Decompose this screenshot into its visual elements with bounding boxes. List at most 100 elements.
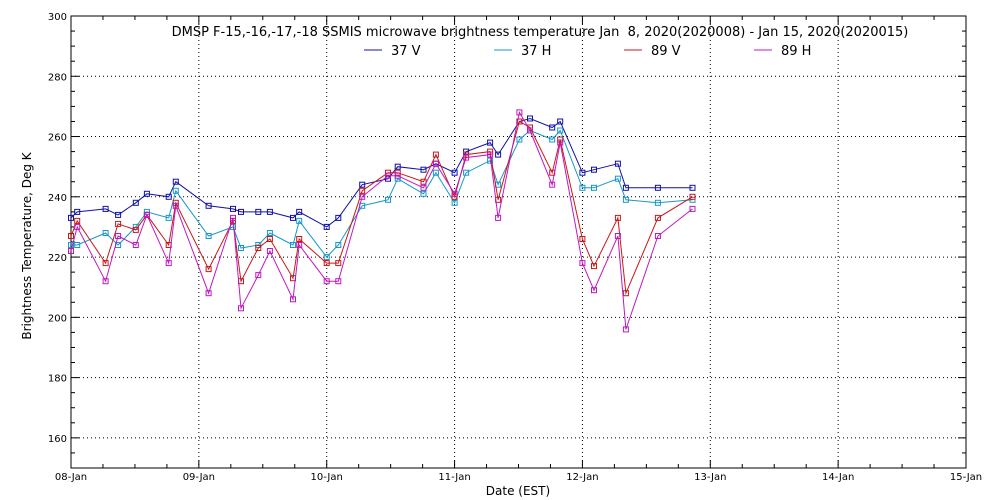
data-point bbox=[290, 296, 296, 303]
data-point bbox=[463, 154, 470, 161]
data-point bbox=[516, 136, 523, 143]
data-point bbox=[689, 205, 696, 212]
legend-label: 89 H bbox=[781, 44, 811, 59]
data-point bbox=[68, 233, 74, 239]
data-point bbox=[323, 223, 330, 230]
y-tick-label: 180 bbox=[48, 374, 67, 385]
data-point bbox=[487, 139, 494, 146]
data-point bbox=[323, 260, 330, 267]
data-point bbox=[516, 109, 523, 116]
x-tick-label: 14-Jan bbox=[822, 472, 854, 483]
data-point bbox=[68, 248, 74, 254]
data-point bbox=[68, 214, 74, 221]
data-point bbox=[68, 242, 74, 248]
series-89-h bbox=[68, 109, 696, 333]
data-point bbox=[495, 151, 502, 158]
data-point bbox=[165, 260, 172, 267]
data-point bbox=[579, 236, 586, 242]
data-point bbox=[296, 242, 303, 248]
data-point bbox=[238, 208, 244, 215]
y-tick-label: 260 bbox=[48, 133, 67, 144]
data-point bbox=[323, 254, 330, 261]
data-point bbox=[143, 211, 150, 218]
data-point bbox=[622, 326, 629, 333]
data-point bbox=[432, 169, 439, 176]
data-point bbox=[622, 290, 629, 297]
data-point bbox=[238, 245, 244, 251]
data-point bbox=[420, 178, 427, 185]
data-point bbox=[420, 190, 427, 197]
legend-label: 37 H bbox=[521, 44, 551, 59]
legend-item: 89 V bbox=[624, 44, 681, 59]
data-point bbox=[385, 172, 391, 179]
data-point bbox=[165, 193, 172, 200]
data-point bbox=[335, 260, 342, 267]
data-point bbox=[230, 214, 236, 221]
data-point bbox=[132, 242, 139, 248]
data-point bbox=[495, 214, 502, 221]
data-point bbox=[549, 181, 556, 188]
data-point bbox=[115, 220, 122, 227]
data-point bbox=[614, 214, 621, 221]
y-axis-label: Brightness Temperature, Deg K bbox=[20, 151, 34, 339]
data-point bbox=[622, 196, 629, 203]
data-point bbox=[557, 139, 564, 146]
axis-ticks bbox=[70, 15, 967, 469]
data-point bbox=[557, 136, 564, 143]
data-point bbox=[557, 127, 564, 134]
data-point bbox=[359, 193, 366, 200]
data-point bbox=[172, 178, 179, 185]
data-point bbox=[143, 190, 150, 197]
data-point bbox=[290, 242, 296, 248]
data-point bbox=[614, 160, 621, 167]
data-point bbox=[557, 118, 564, 125]
data-point bbox=[527, 115, 533, 122]
data-point bbox=[102, 230, 109, 236]
data-point bbox=[591, 184, 597, 191]
data-point bbox=[549, 124, 556, 131]
data-point bbox=[527, 127, 533, 134]
data-point bbox=[74, 242, 81, 248]
data-point bbox=[266, 230, 273, 236]
data-point bbox=[266, 248, 273, 254]
data-point bbox=[290, 214, 296, 221]
x-tick-label: 10-Jan bbox=[311, 472, 343, 483]
x-tick-label: 11-Jan bbox=[438, 472, 470, 483]
data-point bbox=[591, 166, 597, 173]
legend-label: 37 V bbox=[391, 44, 421, 59]
data-point bbox=[432, 151, 439, 158]
data-point bbox=[579, 184, 586, 191]
data-point bbox=[385, 196, 391, 203]
data-point bbox=[255, 272, 262, 279]
chart-title: DMSP F-15,-16,-17,-18 SSMIS microwave br… bbox=[172, 25, 909, 40]
data-point bbox=[102, 278, 109, 285]
x-tick-label: 12-Jan bbox=[566, 472, 598, 483]
data-point bbox=[591, 287, 597, 294]
data-point bbox=[255, 208, 262, 215]
x-tick-label: 08-Jan bbox=[55, 472, 87, 483]
data-point bbox=[323, 278, 330, 285]
data-point bbox=[172, 187, 179, 194]
data-point bbox=[335, 214, 342, 221]
data-point bbox=[614, 233, 621, 239]
data-point bbox=[579, 260, 586, 267]
data-point bbox=[205, 266, 212, 273]
data-point bbox=[296, 217, 303, 224]
data-point bbox=[579, 169, 586, 176]
data-point bbox=[102, 205, 109, 212]
data-point bbox=[451, 190, 458, 197]
data-point bbox=[74, 217, 81, 224]
x-tick-label: 13-Jan bbox=[694, 472, 726, 483]
data-point bbox=[432, 160, 439, 167]
data-point bbox=[255, 245, 262, 251]
data-point bbox=[394, 172, 401, 179]
data-point bbox=[102, 260, 109, 267]
x-axis-label: Date (EST) bbox=[486, 484, 550, 498]
data-point bbox=[230, 205, 236, 212]
data-point bbox=[132, 226, 139, 233]
data-point bbox=[516, 118, 523, 125]
y-tick-label: 200 bbox=[48, 313, 67, 324]
data-point bbox=[132, 199, 139, 206]
